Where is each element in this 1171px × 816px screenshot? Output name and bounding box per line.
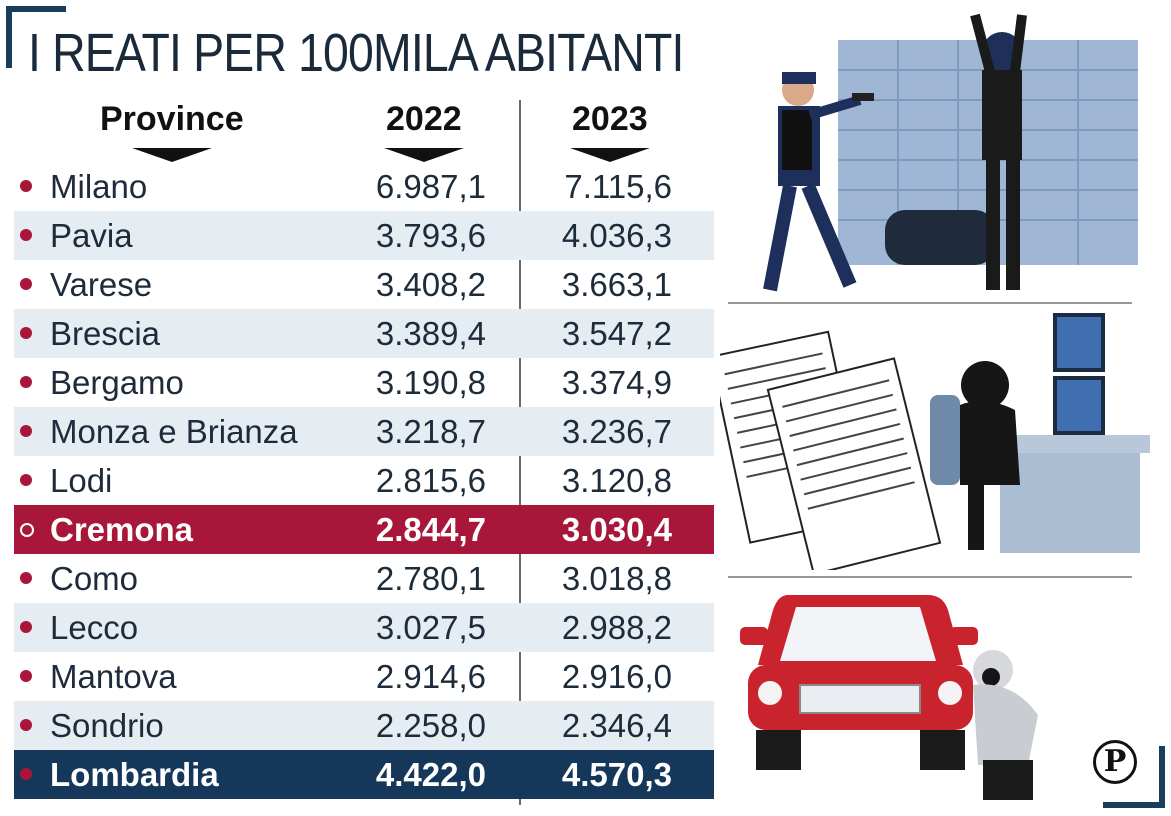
value-2023: 3.030,4 xyxy=(561,511,672,548)
value-2022: 2.815,6 xyxy=(375,462,486,499)
value-2022: 3.218,7 xyxy=(375,413,486,450)
publisher-logo-icon: P xyxy=(1093,740,1137,784)
data-table: Milano 6.987,1 7.115,6 Pavia 3.793,6 4.036,3 V… xyxy=(14,162,714,799)
value-2022: 4.422,0 xyxy=(375,756,486,793)
value-2022: 3.408,2 xyxy=(375,266,486,303)
value-2022: 6.987,1 xyxy=(375,168,486,205)
column-header-2022: 2022 xyxy=(383,100,464,162)
value-2022: 2.258,0 xyxy=(375,707,486,744)
province-name: Como xyxy=(50,560,139,597)
province-name: Pavia xyxy=(50,217,133,254)
robbery-illustration-icon xyxy=(763,13,1138,292)
value-2023: 2.346,4 xyxy=(561,707,672,744)
table-row: Lodi 2.815,6 3.120,8 xyxy=(14,456,714,505)
title-corner-frame xyxy=(6,6,66,68)
province-name: Mantova xyxy=(50,658,177,695)
cybercrime-illustration-icon xyxy=(720,313,1150,570)
province-name: Brescia xyxy=(50,315,161,352)
table-row: Mantova 2.914,6 2.916,0 xyxy=(14,652,714,701)
province-name: Lodi xyxy=(50,462,113,499)
province-name: Monza e Brianza xyxy=(50,413,298,450)
bullet-dot-icon xyxy=(20,572,32,584)
illustration-divider xyxy=(728,302,1132,304)
value-2022: 2.844,7 xyxy=(375,511,486,548)
bullet-dot-icon xyxy=(20,670,32,682)
value-2023: 3.236,7 xyxy=(561,413,672,450)
table-row: Milano 6.987,1 7.115,6 xyxy=(14,162,714,211)
bullet-dot-icon xyxy=(20,719,32,731)
bullet-dot-icon xyxy=(20,474,32,486)
province-name: Lecco xyxy=(50,609,139,646)
table-row: Bergamo 3.190,8 3.374,9 xyxy=(14,358,714,407)
value-2023: 3.374,9 xyxy=(561,364,672,401)
table-row: Monza e Brianza 3.218,7 3.236,7 xyxy=(14,407,714,456)
bullet-dot-icon xyxy=(20,229,32,241)
value-2023: 2.916,0 xyxy=(561,658,672,695)
table-row: Como 2.780,1 3.018,8 xyxy=(14,554,714,603)
value-2022: 2.914,6 xyxy=(375,658,486,695)
value-2023: 7.115,6 xyxy=(564,168,672,205)
value-2023: 3.547,2 xyxy=(561,315,672,352)
car-theft-illustration-icon xyxy=(740,595,1038,800)
chevron-down-icon xyxy=(569,148,650,162)
value-2022: 3.190,8 xyxy=(375,364,486,401)
page-title: I REATI PER 100MILA ABITANTI xyxy=(28,23,684,83)
table-row: Sondrio 2.258,0 2.346,4 xyxy=(14,701,714,750)
province-name: Sondrio xyxy=(50,707,164,744)
table-row: Lombardia 4.422,0 4.570,3 xyxy=(14,750,714,799)
bullet-dot-icon xyxy=(20,180,32,192)
table-row: Varese 3.408,2 3.663,1 xyxy=(14,260,714,309)
bullet-dot-icon xyxy=(20,376,32,388)
province-name: Varese xyxy=(50,266,153,303)
illustration-divider xyxy=(728,576,1132,578)
table-row: Cremona 2.844,7 3.030,4 xyxy=(14,505,714,554)
value-2023: 2.988,2 xyxy=(561,609,672,646)
province-name: Lombardia xyxy=(50,756,219,793)
bullet-dot-icon xyxy=(20,768,32,780)
chevron-down-icon xyxy=(131,148,212,162)
value-2023: 4.570,3 xyxy=(561,756,672,793)
province-name: Milano xyxy=(50,168,148,205)
table-row: Pavia 3.793,6 4.036,3 xyxy=(14,211,714,260)
value-2023: 3.120,8 xyxy=(561,462,672,499)
value-2022: 3.389,4 xyxy=(375,315,486,352)
footer-corner-frame xyxy=(1103,746,1165,808)
column-header-province: Province xyxy=(100,100,244,162)
value-2023: 4.036,3 xyxy=(561,217,672,254)
province-name: Bergamo xyxy=(50,364,184,401)
bullet-dot-icon xyxy=(20,621,32,633)
bullet-dot-icon xyxy=(20,425,32,437)
value-2023: 3.663,1 xyxy=(561,266,672,303)
column-header-2023: 2023 xyxy=(569,100,650,162)
value-2023: 3.018,8 xyxy=(561,560,672,597)
value-2022: 3.793,6 xyxy=(375,217,486,254)
bullet-dot-icon xyxy=(20,278,32,290)
province-name: Cremona xyxy=(50,511,194,548)
bullet-dot-icon xyxy=(20,327,32,339)
value-2022: 3.027,5 xyxy=(375,609,486,646)
bullet-dot-icon xyxy=(20,523,34,537)
table-row: Lecco 3.027,5 2.988,2 xyxy=(14,603,714,652)
value-2022: 2.780,1 xyxy=(375,560,486,597)
chevron-down-icon xyxy=(383,148,464,162)
table-row: Brescia 3.389,4 3.547,2 xyxy=(14,309,714,358)
